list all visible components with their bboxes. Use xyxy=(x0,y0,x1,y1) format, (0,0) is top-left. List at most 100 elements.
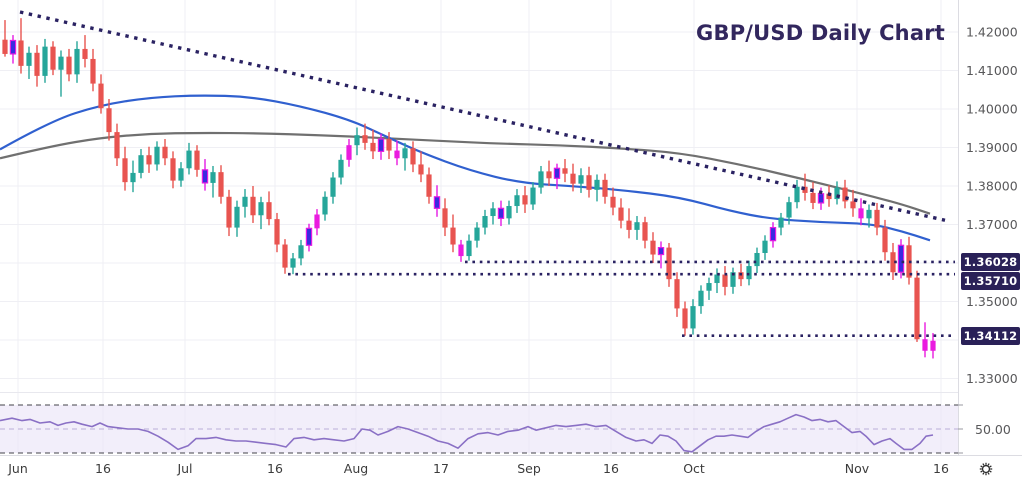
candle-body xyxy=(146,155,152,165)
candle-body xyxy=(274,219,280,245)
candle-body xyxy=(154,146,160,165)
candle-body xyxy=(817,193,825,204)
x-axis-label: 17 xyxy=(433,461,449,476)
candle-body xyxy=(98,83,104,109)
candle-body xyxy=(762,240,768,253)
candle-body xyxy=(626,220,632,230)
candle-body xyxy=(42,46,48,76)
candle-body xyxy=(490,208,496,217)
candle-body xyxy=(810,192,816,203)
y-axis-label: 1.41000 xyxy=(966,63,1018,78)
candle-body xyxy=(794,186,800,203)
candle-body xyxy=(58,56,64,70)
gear-tooth xyxy=(987,472,990,475)
support-level-badge-2: 1.35710 xyxy=(961,272,1020,290)
candle-body xyxy=(178,168,184,181)
candle-body xyxy=(34,52,40,76)
gear-tooth xyxy=(980,470,983,473)
candle-body xyxy=(433,196,441,209)
candle-body xyxy=(201,169,209,184)
candle-body xyxy=(226,196,232,228)
candle-body xyxy=(666,247,672,280)
candle-body xyxy=(338,159,344,178)
candle-body xyxy=(386,139,392,151)
candle-body xyxy=(322,196,328,215)
candle-body xyxy=(850,201,856,209)
candle-body xyxy=(442,208,448,228)
candle-body xyxy=(138,155,144,173)
x-axis-label: Jun xyxy=(7,461,28,476)
candle-body xyxy=(530,187,536,205)
x-axis-label: Nov xyxy=(845,461,870,476)
gear-tooth xyxy=(989,465,992,468)
candle-body xyxy=(50,46,56,70)
candle-body xyxy=(562,168,568,174)
candle-body xyxy=(674,279,680,309)
candle-body xyxy=(66,56,72,75)
candle-body xyxy=(394,150,400,159)
candle-body xyxy=(9,39,17,55)
candle-body xyxy=(522,195,528,205)
candle-body xyxy=(18,40,24,66)
support-level-badge-1: 1.36028 xyxy=(961,253,1020,271)
candle-body xyxy=(602,179,608,197)
candle-body xyxy=(882,227,888,253)
candle-body xyxy=(362,135,368,143)
candle-body xyxy=(298,245,304,259)
x-axis-label: Sep xyxy=(517,461,541,476)
y-axis-label: 1.33000 xyxy=(966,371,1018,386)
x-axis-label: 16 xyxy=(95,461,111,476)
candle-body xyxy=(642,222,648,241)
y-axis-label: 1.38000 xyxy=(966,179,1018,194)
rsi-midline-label: 50.00 xyxy=(975,422,1011,437)
candle-body xyxy=(746,266,752,280)
candle-body xyxy=(890,252,896,273)
candle-body xyxy=(634,222,640,230)
ma-fast-line xyxy=(0,94,931,242)
candle-body xyxy=(834,187,840,200)
candle-body xyxy=(218,172,224,197)
x-axis-label: 16 xyxy=(267,461,283,476)
candle-body xyxy=(242,196,248,207)
y-axis-label: 1.40000 xyxy=(966,102,1018,117)
candle-body xyxy=(706,283,712,291)
candle-body xyxy=(282,244,288,268)
support-level-badge-3: 1.34112 xyxy=(961,327,1020,345)
candle-body xyxy=(914,277,920,340)
candle-body xyxy=(514,195,520,207)
x-axis-label: Oct xyxy=(683,461,705,476)
candle-body xyxy=(897,244,905,273)
candle-body xyxy=(874,209,880,228)
candle-body xyxy=(186,150,192,169)
candle-body xyxy=(650,240,656,255)
candle-body xyxy=(842,187,848,202)
candle-body xyxy=(426,174,432,197)
candle-body xyxy=(290,258,296,268)
candle-body xyxy=(826,193,832,200)
candle-body xyxy=(690,306,696,329)
candle-body xyxy=(410,148,416,165)
candle-body xyxy=(866,209,872,219)
gear-tooth xyxy=(982,472,985,475)
candle-body xyxy=(458,244,464,257)
gear-tooth xyxy=(980,465,983,468)
candle-body xyxy=(377,138,385,152)
candle-body xyxy=(722,274,728,287)
candle-body xyxy=(586,175,592,190)
candle-body xyxy=(250,196,256,216)
chart-title: GBP/USD Daily Chart xyxy=(696,21,945,45)
candle-body xyxy=(106,108,112,133)
ma-slow-line xyxy=(0,131,931,215)
candle-body xyxy=(122,158,128,183)
candle-body xyxy=(570,173,576,184)
candle-body xyxy=(610,196,616,208)
candle-body xyxy=(314,214,320,229)
y-axis-label: 1.35000 xyxy=(966,294,1018,309)
candle-body xyxy=(618,207,624,221)
candle-body xyxy=(754,252,760,267)
candle-body xyxy=(698,290,704,307)
candle-body xyxy=(682,308,688,329)
candle-body xyxy=(594,179,600,190)
settings-gear-icon[interactable] xyxy=(974,457,998,481)
